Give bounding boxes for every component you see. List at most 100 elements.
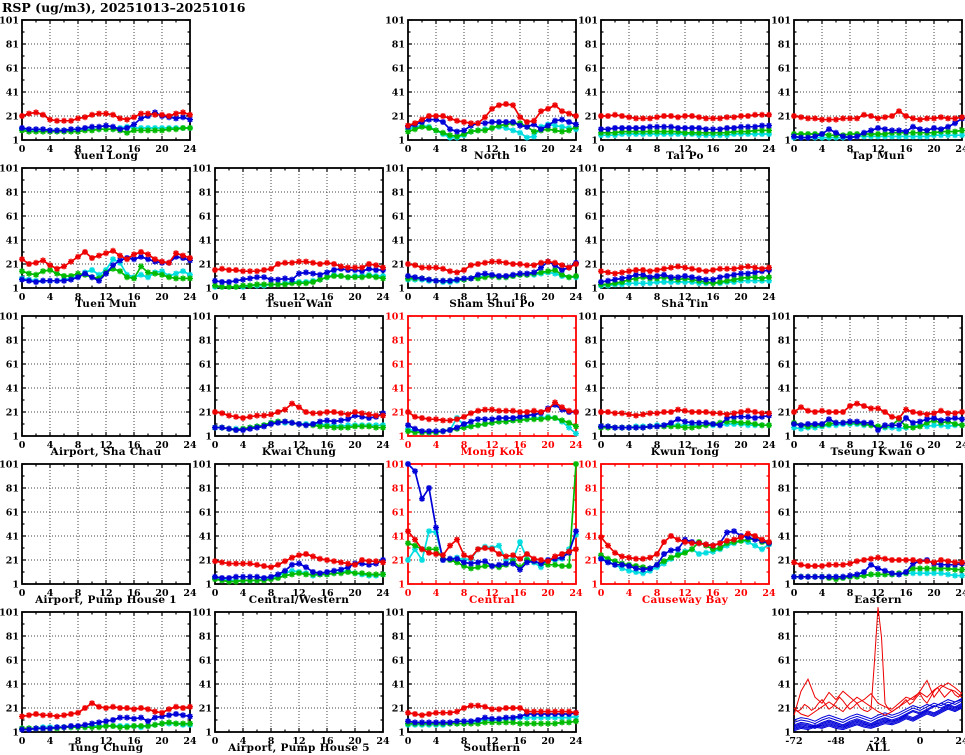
x-tick-label: 16 [706,292,720,303]
chart-title: Airport, Pump House 5 [227,742,370,754]
chart-title: Tai Po [666,150,704,162]
x-tick-label: 4 [819,144,826,155]
x-tick-label: 4 [240,292,247,303]
x-tick-label: 0 [19,144,26,155]
y-tick-label: 81 [585,484,598,495]
y-tick-label: 41 [585,384,598,395]
charts-grid: 1 21 41 61 81 101 0 4 8 12 16 20 24 Yuen Long 1 21 41 61 8… [0,13,965,754]
y-tick-label: 101 [578,16,598,27]
chart-panel-sham-shui-po: 1 21 41 61 81 101 0 4 8 12 16 20 24 Sham Shui Po [385,161,583,311]
y-tick-label: 41 [199,532,212,543]
y-tick-label: 61 [392,508,405,519]
x-tick-label: 8 [847,588,854,599]
plot-frame [407,463,577,585]
chart-title: Tsuen Wan [266,298,332,310]
chart-panel-tap-mun: 1 21 41 61 81 101 0 4 8 12 16 20 24 Tap Mun [771,13,965,162]
y-tick-label: 1 [591,284,598,295]
y-tick-label: 21 [778,704,791,715]
x-tick-label: 20 [927,588,941,599]
x-tick-label: 16 [127,588,141,599]
y-tick-label: 81 [392,188,405,199]
gridlines [21,315,191,437]
x-tick-label: 8 [654,144,661,155]
y-tick-label: 21 [778,408,791,419]
all-stations-blue-line [793,706,963,731]
x-tick-label: -24 [869,736,887,747]
chart-panel-eastern: 1 21 41 61 81 101 0 4 8 12 16 20 24 Eastern [771,457,965,606]
y-tick-label: 81 [199,336,212,347]
series-green-markers [212,273,386,290]
series-red-markers [598,406,772,419]
y-tick-label: 101 [0,608,19,619]
y-tick-label: 61 [392,656,405,667]
x-tick-label: 12 [485,144,498,155]
y-tick-label: 61 [392,360,405,371]
x-tick-label: 12 [871,144,884,155]
series-red-markers [405,399,579,424]
all-stations-blue-line [793,700,963,725]
series-red-markers [212,551,386,571]
x-tick-label: 4 [819,440,826,451]
chart-title: Eastern [854,594,902,606]
x-tick-label: 20 [927,144,941,155]
series-blue-markers [212,410,386,433]
x-tick-label: 4 [626,144,633,155]
series-red-markers [405,258,579,276]
chart-panel-airport-pump-house-1: 1 21 41 61 81 101 0 4 8 12 16 20 24 Airport, Pump Hou… [0,457,197,607]
x-tick-label: 20 [734,144,748,155]
x-tick-label: 24 [955,736,965,747]
y-tick-label: 81 [392,632,405,643]
x-tick-label: 20 [348,736,362,747]
x-tick-label: 4 [626,440,633,451]
x-tick-label: 24 [183,588,197,599]
y-tick-label: 101 [192,460,212,471]
x-tick-label: 24 [376,292,390,303]
x-tick-label: 20 [348,440,362,451]
chart-title: Yuen Long [73,150,139,162]
x-tick-label: 20 [541,440,555,451]
x-tick-label: 20 [155,588,169,599]
x-tick-label: 24 [376,440,390,451]
chart-title: Central/Western [249,594,349,606]
series-blue-markers [598,412,772,431]
all-stations-blue-line [793,705,963,729]
y-tick-label: 61 [6,656,19,667]
chart-title: Tap Mun [851,150,905,162]
y-tick-label: 1 [398,728,405,739]
x-tick-label: 8 [847,144,854,155]
x-tick-label: 8 [461,144,468,155]
plot-frame [407,167,577,289]
x-tick-label: 20 [541,736,555,747]
x-tick-label: 20 [155,736,169,747]
x-tick-label: 20 [541,144,555,155]
gridlines [600,19,770,141]
y-tick-label: 1 [398,284,405,295]
y-tick-label: 41 [778,532,791,543]
y-tick-label: 1 [591,432,598,443]
y-tick-label: 41 [199,680,212,691]
x-tick-label: 0 [405,144,412,155]
y-tick-label: 101 [771,460,791,471]
chart-panel-tai-po: 1 21 41 61 81 101 0 4 8 12 16 20 24 Tai Po [578,13,776,163]
x-tick-label: 12 [292,588,305,599]
chart-panel-airport-sha-chau: 1 21 41 61 81 101 0 4 8 12 16 20 24 Airport, Sha Chau [0,309,197,459]
y-tick-label: 61 [6,64,19,75]
chart-panel-central: 1 21 41 61 81 101 0 4 8 12 16 20 24 Central [385,457,583,607]
y-tick-label: 1 [784,136,791,147]
x-tick-label: 4 [47,588,54,599]
plot-frame [21,19,191,141]
plot-frame [407,19,577,141]
y-tick-label: 101 [192,312,212,323]
x-tick-label: 8 [461,292,468,303]
x-tick-label: 12 [678,144,691,155]
plot-frame [21,315,191,437]
chart-title: Sha Tin [661,298,708,310]
plot-frame [407,315,577,437]
series-red-markers [791,108,965,123]
y-tick-label: 81 [6,40,19,51]
y-tick-label: 101 [385,460,405,471]
y-tick-label: 1 [205,432,212,443]
x-tick-label: 20 [734,440,748,451]
chart-panel-mong-kok: 1 21 41 61 81 101 0 4 8 12 16 20 24 Mong Kok [385,309,583,459]
x-tick-label: 8 [654,588,661,599]
